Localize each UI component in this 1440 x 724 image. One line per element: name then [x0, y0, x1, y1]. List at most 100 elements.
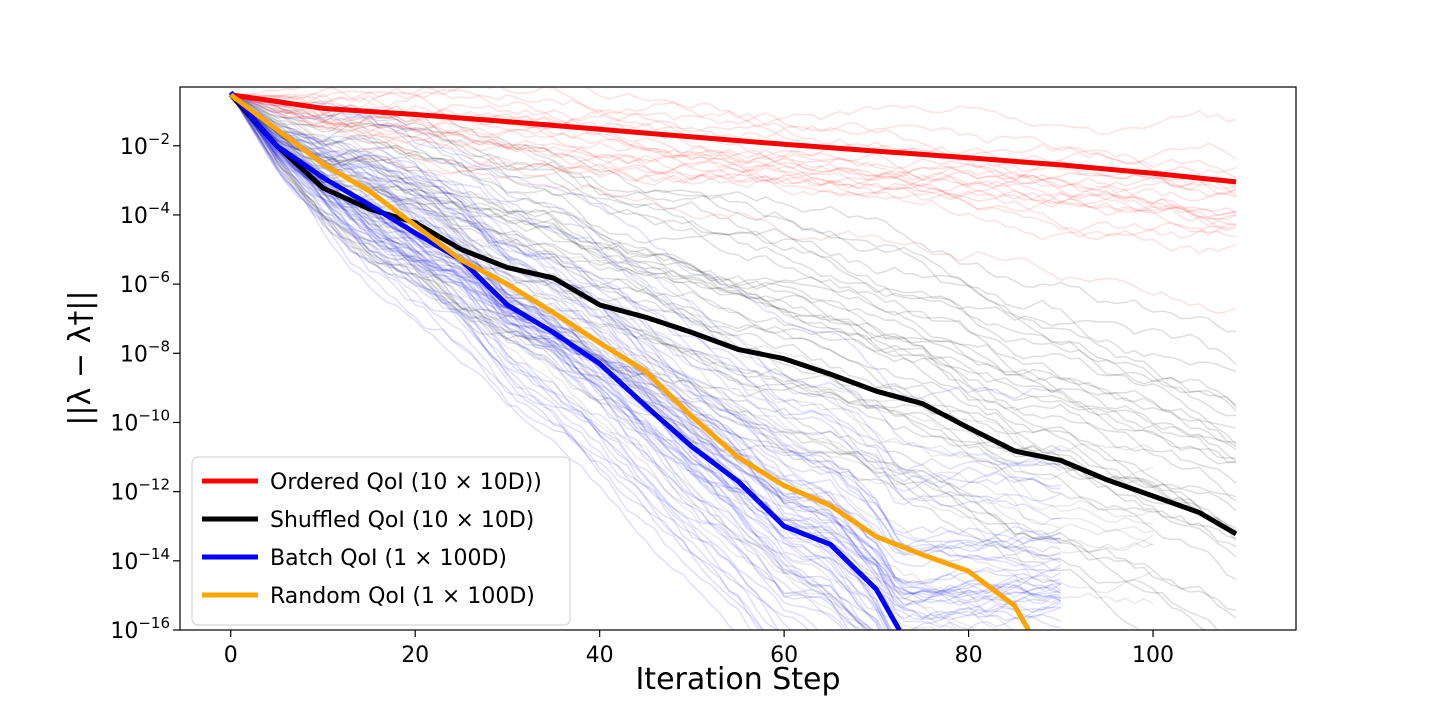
background-run-line	[230, 93, 1154, 485]
background-run-line	[230, 91, 1062, 606]
background-run-line	[230, 94, 956, 630]
background-run-line	[230, 91, 1062, 630]
background-run-line	[230, 94, 873, 630]
background-run-line	[230, 94, 1237, 548]
background-run-line	[230, 91, 1062, 587]
y-axis-title: ||λ − λ†||	[63, 290, 98, 425]
y-tick-label: 10−12	[110, 476, 170, 506]
y-tick-label: 10−6	[120, 268, 170, 298]
background-run-line	[230, 94, 1237, 430]
background-run-line	[230, 94, 1154, 546]
background-run-line	[230, 94, 1237, 406]
background-run-line	[230, 91, 880, 630]
background-run-line	[230, 91, 876, 630]
legend-label-2: Shuffled QoI (10 × 10D)	[270, 508, 534, 533]
background-run-line	[230, 93, 1237, 217]
background-run-line	[230, 94, 1237, 558]
background-run-line	[230, 91, 1061, 568]
background-run-line	[230, 93, 1237, 195]
background-run-line	[230, 94, 1015, 630]
x-tick-label: 0	[224, 643, 238, 668]
background-run-line	[230, 94, 1154, 552]
background-run-line	[230, 91, 883, 630]
background-run-line	[230, 91, 858, 630]
background-run-line	[230, 87, 1237, 239]
background-run-line	[230, 94, 1237, 463]
background-run-line	[230, 94, 1237, 373]
background-run-line	[230, 93, 1237, 232]
background-run-line	[230, 91, 890, 630]
background-run-line	[230, 91, 1062, 506]
background-run-line	[230, 93, 1237, 412]
background-run-line	[230, 91, 1061, 545]
background-run-line	[230, 94, 1237, 462]
background-run-line	[230, 91, 1062, 607]
background-run-line	[230, 94, 1207, 630]
x-tick-label: 60	[770, 643, 798, 668]
y-tick-label: 10−16	[110, 614, 170, 644]
background-run-line	[230, 91, 1062, 472]
background-run-line	[230, 91, 1062, 579]
background-run-line	[230, 93, 1237, 198]
background-run-line	[230, 94, 1154, 594]
background-run-line	[230, 91, 881, 630]
background-run-line	[230, 93, 1237, 221]
series-line-3	[228, 90, 902, 630]
background-run-line	[230, 94, 866, 630]
background-run-line	[230, 87, 1237, 179]
background-run-line	[230, 93, 1237, 221]
background-run-line	[230, 91, 810, 630]
background-run-line	[230, 94, 1237, 502]
background-run-line	[230, 91, 1062, 402]
background-run-line	[230, 94, 1237, 315]
background-run-line	[230, 94, 1154, 525]
background-run-line	[230, 91, 819, 630]
x-tick-label: 80	[955, 643, 983, 668]
background-run-line	[230, 94, 1237, 542]
background-run-line	[230, 94, 1003, 630]
y-tick-label: 10−14	[110, 545, 170, 575]
background-run-line	[230, 91, 1062, 599]
x-tick-label: 100	[1132, 643, 1174, 668]
background-run-line	[230, 91, 1061, 550]
background-run-line	[230, 94, 1154, 559]
background-run-line	[230, 91, 1061, 490]
y-axis-ticks: 10−2 10−4 10−6 10−8 10−10 10−12 10−14 10−16	[110, 130, 180, 644]
background-run-line	[230, 91, 1061, 630]
series-line-2	[228, 93, 1238, 537]
background-run-line	[230, 91, 752, 630]
background-run-line	[230, 91, 1062, 593]
background-run-line	[230, 94, 1237, 459]
background-run-line	[230, 94, 1140, 630]
background-run-line	[230, 91, 1062, 553]
y-tick-label: 10−2	[120, 130, 170, 160]
background-run-line	[230, 93, 1237, 196]
background-run-line	[230, 91, 1062, 621]
background-run-line	[230, 94, 1237, 214]
background-run-line	[230, 91, 1061, 493]
y-tick-label: 10−8	[120, 337, 170, 367]
background-run-line	[230, 91, 1061, 490]
background-run-line	[230, 94, 1154, 534]
background-run-line	[230, 93, 1237, 255]
background-run-line	[230, 91, 1062, 584]
background-run-line	[230, 92, 764, 630]
legend-label-4: Random QoI (1 × 100D)	[270, 584, 535, 609]
y-tick-label: 10−10	[110, 406, 170, 436]
background-run-line	[230, 94, 1154, 518]
background-run-line	[230, 89, 1237, 236]
x-axis-title: Iteration Step	[635, 662, 840, 697]
background-run-line	[230, 94, 1237, 484]
background-run-line	[230, 94, 938, 630]
background-run-line	[230, 91, 736, 630]
background-run-line	[230, 87, 1237, 165]
x-tick-label: 40	[586, 643, 614, 668]
background-run-line	[230, 91, 1061, 609]
background-run-line	[230, 91, 1062, 601]
background-run-line	[230, 91, 848, 630]
background-run-line	[230, 91, 1061, 553]
background-run-line	[230, 92, 793, 630]
series-lines	[228, 90, 1238, 630]
background-run-line	[230, 91, 761, 630]
